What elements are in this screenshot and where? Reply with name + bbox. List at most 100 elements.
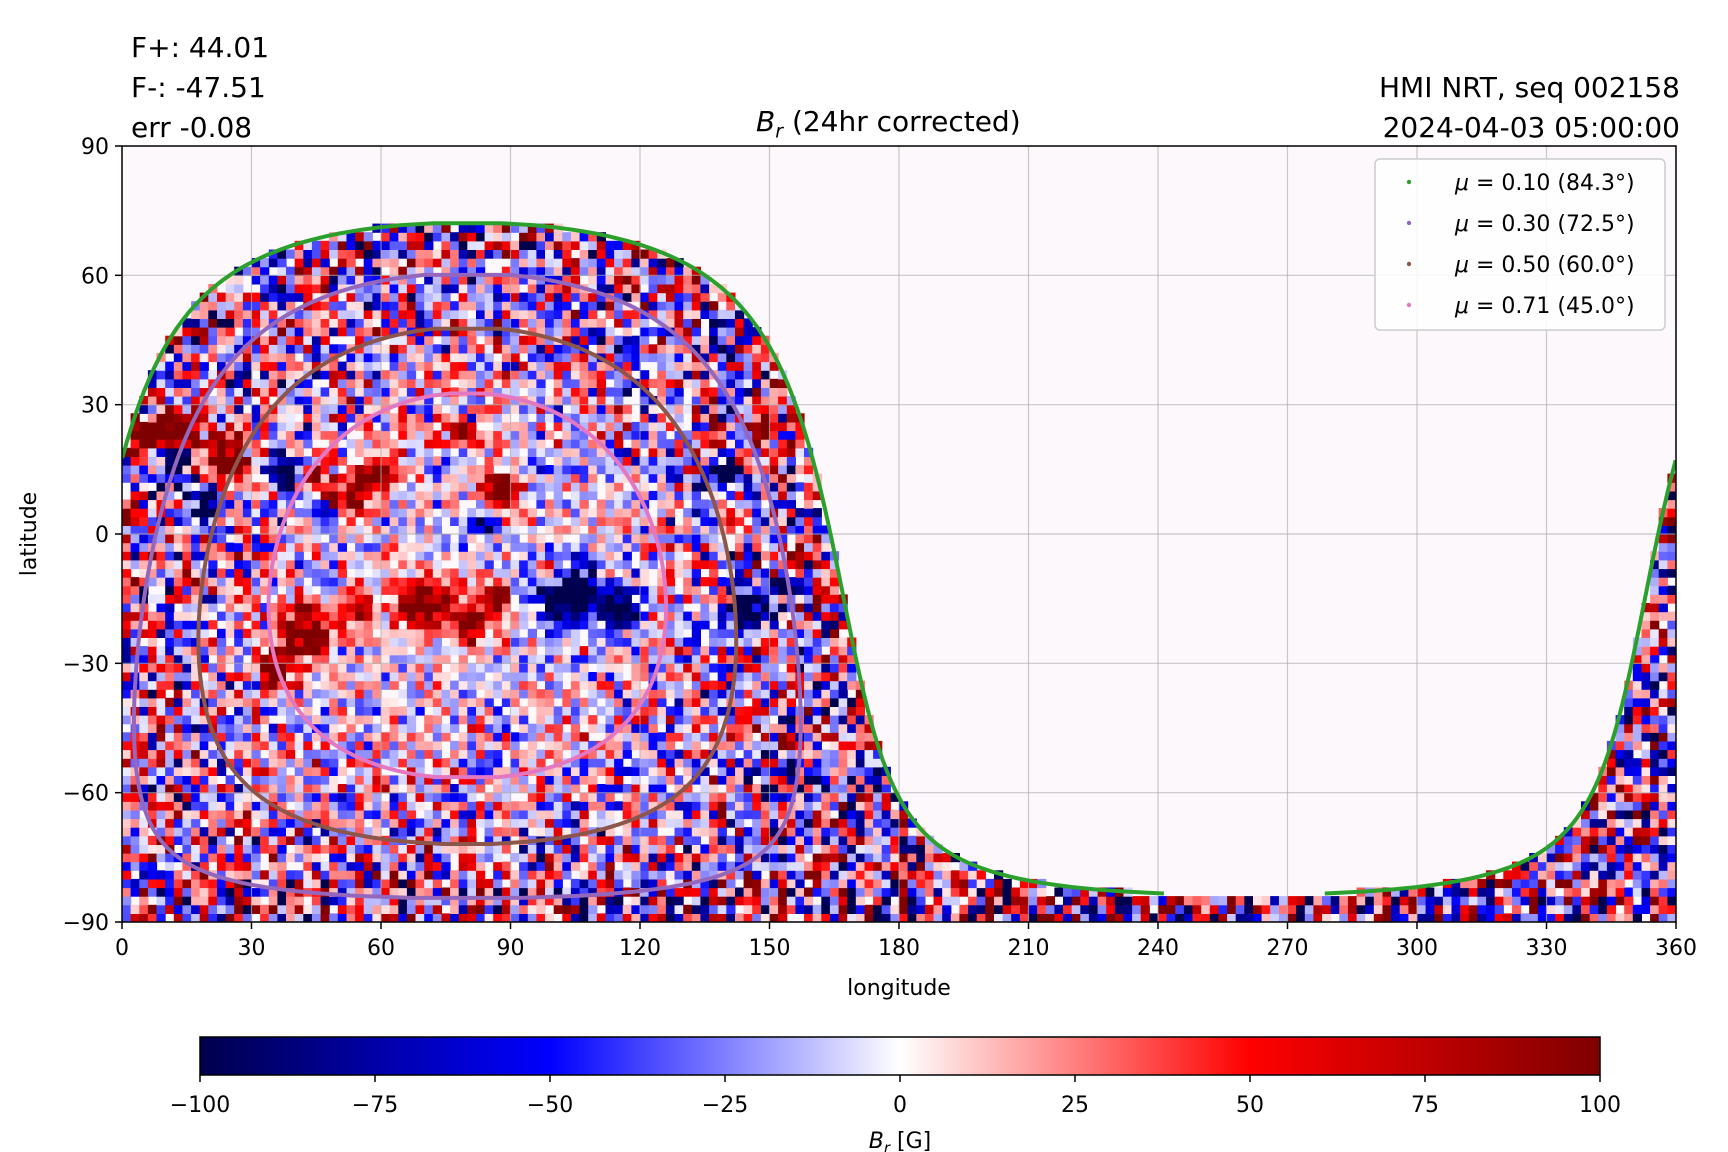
heat-cell: [873, 775, 883, 785]
heat-cell: [709, 508, 719, 518]
heat-cell: [363, 646, 373, 656]
heat-cell: [968, 913, 978, 922]
heat-cell: [1589, 861, 1599, 871]
heat-cell: [432, 577, 442, 587]
heat-cell: [217, 861, 227, 871]
heat-cell: [519, 904, 529, 914]
heat-cell: [1632, 689, 1642, 699]
heat-cell: [501, 835, 512, 845]
heat-cell: [493, 913, 503, 922]
heat-cell: [778, 706, 788, 716]
heat-cell: [398, 577, 408, 587]
heat-cell: [476, 775, 486, 785]
heat-cell: [217, 534, 227, 544]
heat-cell: [545, 654, 555, 664]
heat-cell: [640, 844, 650, 854]
heat-cell: [268, 844, 278, 854]
heat-cell: [441, 766, 451, 776]
heat-cell: [286, 870, 296, 880]
heat-cell: [1598, 818, 1608, 828]
heat-cell: [260, 758, 270, 768]
heat-cell: [320, 482, 330, 492]
heat-cell: [225, 628, 235, 638]
heat-cell: [165, 525, 175, 535]
heat-cell: [467, 818, 477, 828]
heat-cell: [812, 697, 822, 707]
heat-cell: [545, 723, 555, 733]
heat-cell: [855, 878, 865, 889]
heat-cell: [432, 697, 442, 707]
heat-cell: [424, 835, 434, 845]
heat-cell: [614, 784, 624, 794]
heat-cell: [588, 508, 598, 518]
heat-cell: [147, 706, 158, 716]
heat-cell: [1486, 913, 1496, 922]
heat-cell: [476, 611, 486, 621]
heat-cell: [139, 853, 149, 863]
heat-cell: [1097, 913, 1107, 922]
heat-cell: [139, 499, 149, 509]
heat-cell: [769, 680, 779, 690]
heat-cell: [389, 482, 399, 492]
heat-cell: [838, 732, 848, 742]
heat-cell: [916, 844, 926, 854]
heat-cell: [311, 551, 322, 561]
heat-cell: [1218, 904, 1228, 914]
heat-cell: [346, 637, 356, 647]
heat-cell: [182, 740, 192, 751]
heat-cell: [752, 473, 762, 483]
heat-cell: [709, 835, 719, 845]
heat-cell: [355, 473, 365, 483]
heat-cell: [1624, 853, 1634, 863]
heat-cell: [165, 766, 175, 776]
heat-cell: [855, 835, 865, 845]
heat-cell: [510, 646, 520, 656]
heat-cell: [1606, 801, 1617, 811]
heat-cell: [683, 697, 693, 707]
heat-cell: [501, 870, 512, 880]
heat-cell: [303, 585, 313, 595]
heat-cell: [648, 732, 658, 742]
heat-cell: [691, 611, 701, 621]
heat-cell: [510, 904, 520, 914]
heat-cell: [1624, 749, 1634, 759]
heat-cell: [1235, 896, 1245, 906]
heat-cell: [251, 853, 261, 863]
heat-cell: [812, 870, 822, 880]
heat-cell: [294, 525, 304, 535]
heat-cell: [493, 525, 503, 535]
heat-cell: [286, 508, 296, 518]
heat-cell: [536, 594, 546, 604]
heat-cell: [441, 844, 451, 854]
heat-cell: [147, 861, 158, 871]
heat-cell: [899, 861, 909, 871]
heat-cell: [303, 792, 313, 802]
heat-cell: [467, 732, 477, 742]
heat-cell: [1520, 870, 1530, 880]
heat-cell: [855, 887, 865, 897]
heat-cell: [1296, 913, 1306, 922]
heat-cell: [1537, 896, 1548, 906]
heat-cell: [709, 577, 719, 587]
heat-cell: [346, 732, 356, 742]
heat-cell: [1166, 904, 1176, 914]
heat-cell: [320, 516, 330, 526]
heat-cell: [596, 887, 606, 897]
heat-cell: [234, 740, 244, 751]
heat-cell: [588, 490, 598, 501]
heat-cell: [933, 853, 943, 863]
heat-cell: [191, 706, 201, 716]
heat-cell: [1002, 878, 1012, 889]
heat-cell: [786, 482, 796, 492]
heat-cell: [570, 740, 581, 751]
heat-cell: [122, 594, 132, 604]
heat-cell: [1667, 801, 1676, 811]
heat-cell: [570, 611, 581, 621]
heat-cell: [501, 844, 512, 854]
heat-cell: [510, 611, 520, 621]
heat-cell: [476, 628, 486, 638]
heat-cell: [812, 715, 822, 725]
heat-cell: [406, 680, 417, 690]
heat-cell: [199, 766, 209, 776]
heat-cell: [311, 559, 322, 570]
